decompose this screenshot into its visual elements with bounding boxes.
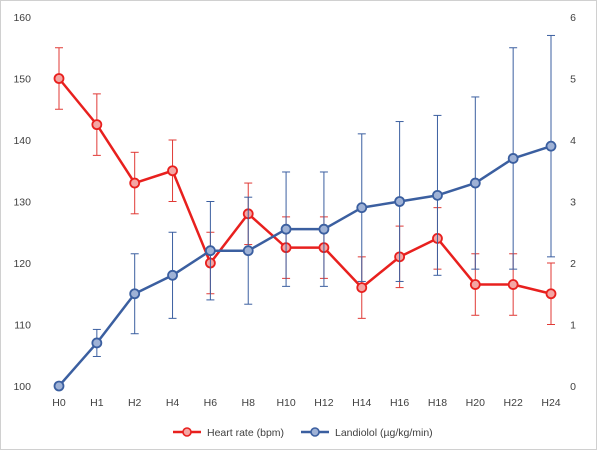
data-point-heart-rate	[53, 73, 65, 84]
data-point-heart-rate	[91, 119, 103, 131]
data-point-landiolol	[318, 223, 330, 235]
data-point-heart-rate	[545, 288, 557, 300]
data-point-landiolol	[507, 153, 519, 164]
x-axis-tick-label: H4	[166, 397, 180, 409]
data-point-heart-rate	[129, 177, 141, 189]
left-axis-tick-label: 160	[13, 12, 31, 24]
x-axis-tick-label: H24	[541, 397, 560, 409]
x-axis-tick-label: H14	[352, 397, 371, 409]
x-axis-tick-label: H20	[466, 397, 485, 409]
x-axis-tick-label: H6	[204, 397, 218, 409]
x-axis-tick-label: H1	[90, 397, 104, 409]
right-axis-tick-label: 4	[570, 135, 576, 147]
left-axis-tick-label: 120	[13, 258, 31, 270]
data-point-landiolol	[167, 269, 178, 281]
legend-label: Landiolol (µg/kg/min)	[335, 427, 433, 439]
data-point-landiolol	[53, 380, 65, 392]
left-axis-tick-label: 100	[13, 381, 31, 393]
x-axis-tick-label: H10	[276, 397, 295, 409]
legend-swatch-marker	[182, 427, 192, 437]
x-axis-tick-label: H18	[428, 397, 447, 409]
data-point-landiolol	[432, 189, 443, 201]
left-axis-tick-label: 150	[13, 74, 31, 86]
right-axis-tick-label: 1	[570, 320, 576, 332]
data-point-landiolol	[356, 202, 368, 214]
right-axis-tick-label: 2	[570, 258, 576, 270]
data-point-heart-rate	[507, 279, 519, 290]
right-axis-tick-label: 6	[570, 12, 576, 24]
data-point-heart-rate	[167, 165, 178, 177]
legend-label: Heart rate (bpm)	[207, 427, 284, 439]
right-axis-tick-label: 3	[570, 197, 576, 209]
x-axis-tick-label: H22	[504, 397, 523, 409]
series-line-landiolol	[58, 144, 552, 387]
x-axis-tick-label: H0	[52, 397, 66, 409]
data-point-landiolol	[545, 140, 557, 152]
data-point-landiolol	[204, 245, 216, 257]
data-point-landiolol	[469, 177, 481, 189]
left-axis-tick-label: 140	[13, 135, 31, 147]
data-point-landiolol	[129, 288, 141, 300]
series-line-heart-rate	[58, 77, 552, 295]
right-axis-tick-label: 0	[570, 381, 576, 393]
x-axis-tick-label: H8	[242, 397, 256, 409]
data-point-landiolol	[394, 196, 406, 207]
data-point-heart-rate	[469, 279, 481, 290]
left-axis-tick-label: 110	[14, 320, 31, 332]
left-axis-tick-label: 130	[13, 197, 31, 209]
x-axis-tick-label: H16	[390, 397, 409, 409]
legend-swatch-marker	[310, 427, 320, 437]
data-point-landiolol	[91, 337, 103, 349]
x-axis-tick-label: H2	[128, 397, 142, 409]
data-point-heart-rate	[356, 282, 368, 294]
x-axis-tick-label: H12	[314, 397, 333, 409]
right-axis-tick-label: 5	[570, 74, 576, 86]
data-point-landiolol	[242, 245, 254, 257]
data-point-landiolol	[280, 223, 292, 235]
